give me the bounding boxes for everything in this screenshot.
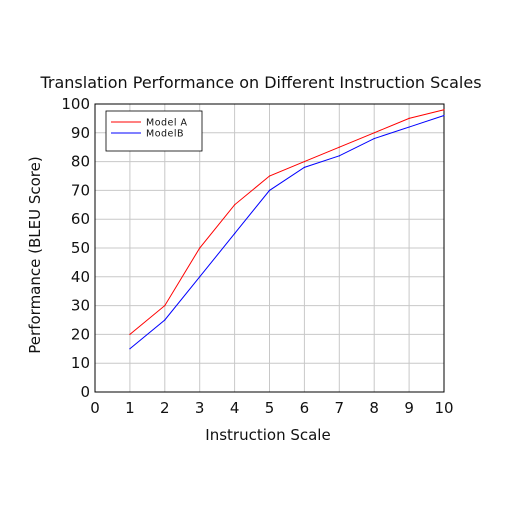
series-line-1: [129, 115, 445, 350]
data-point: [129, 333, 131, 335]
y-tick-label: 70: [71, 181, 90, 199]
x-tick-label: 0: [90, 399, 100, 417]
data-point: [373, 137, 375, 140]
series-line-0: [129, 109, 445, 335]
x-tick-label: 2: [160, 399, 170, 417]
y-axis-label: Performance (BLEU Score): [26, 156, 44, 353]
plot-frame: [94, 103, 445, 393]
x-tick-label: 8: [369, 399, 379, 417]
legend-label: ModelB: [146, 129, 184, 140]
x-tick-label: 9: [404, 399, 414, 417]
y-tick-label: 80: [71, 153, 90, 171]
data-point: [129, 348, 131, 350]
x-axis-label: Instruction Scale: [205, 426, 330, 444]
legend-label: Model A: [146, 118, 188, 129]
y-tick-label: 90: [71, 124, 90, 142]
data-point: [443, 109, 445, 111]
data-point: [338, 146, 340, 148]
y-tick-label: 50: [71, 239, 90, 257]
y-tick-label: 10: [71, 354, 90, 372]
data-point: [164, 319, 166, 321]
data-point: [408, 117, 410, 119]
legend-box: [105, 110, 203, 152]
series-lines: [129, 109, 445, 350]
data-point: [234, 233, 236, 235]
data-point: [338, 155, 340, 157]
data-point: [164, 305, 166, 307]
y-tick-label: 0: [80, 383, 90, 401]
y-tick-label: 40: [71, 268, 90, 286]
data-point: [199, 276, 201, 278]
x-tick-label: 7: [335, 399, 345, 417]
chart-title: Translation Performance on Different Ins…: [39, 73, 481, 92]
x-tick-label: 4: [230, 399, 240, 417]
y-tick-label: 30: [71, 297, 90, 315]
x-tick-label: 3: [195, 399, 205, 417]
x-tick-label: 6: [300, 399, 310, 417]
x-tick-label: 10: [434, 399, 453, 417]
data-point: [408, 126, 410, 128]
y-tick-label: 20: [71, 325, 90, 343]
data-point: [268, 175, 271, 177]
data-point: [234, 204, 236, 206]
data-point: [199, 247, 201, 249]
data-point: [268, 189, 271, 191]
data-point: [303, 161, 305, 163]
y-tick-label: 100: [61, 95, 90, 113]
x-axis-ticks: 0 1 2 3 4 5 6 7 8 9 10: [90, 399, 453, 417]
y-tick-label: 60: [71, 210, 90, 228]
x-tick-label: 5: [265, 399, 275, 417]
data-point: [443, 114, 445, 117]
y-axis-ticks: 0 10 20 30 40 50 60 70 80 90 100: [61, 95, 90, 401]
x-tick-label: 1: [125, 399, 135, 417]
data-point: [373, 132, 375, 134]
data-point: [303, 166, 305, 168]
